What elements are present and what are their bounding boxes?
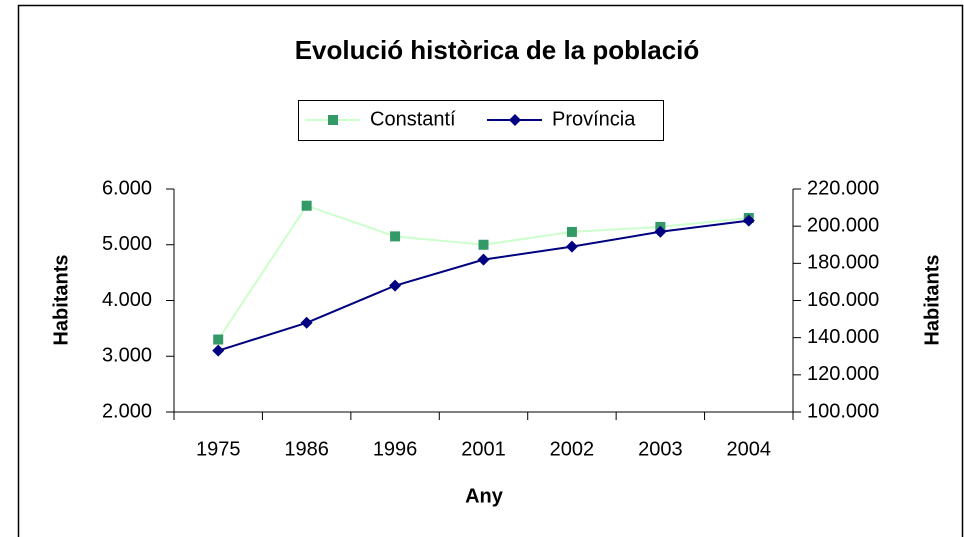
x-tick-label: 2003	[638, 438, 683, 460]
y-tick-label: 4.000	[102, 289, 152, 311]
data-point	[389, 279, 402, 292]
data-point	[565, 240, 578, 253]
data-point	[478, 239, 489, 250]
y-tick-label: 6.000	[102, 177, 152, 199]
y2-axis-label: Habitants	[921, 254, 943, 345]
x-tick-label: 1975	[196, 438, 241, 460]
y2-tick-label: 120.000	[807, 363, 879, 385]
legend-label: Constantí	[370, 108, 456, 130]
x-tick-label: 2002	[550, 438, 595, 460]
x-tick-label: 2004	[727, 438, 772, 460]
y2-tick-label: 140.000	[807, 326, 879, 348]
legend-label: Província	[552, 108, 636, 130]
y-tick-label: 3.000	[102, 345, 152, 367]
y2-tick-label: 200.000	[807, 214, 879, 236]
y2-tick-label: 220.000	[807, 177, 879, 199]
y2-tick-label: 180.000	[807, 252, 879, 274]
data-point	[213, 334, 224, 345]
x-tick-label: 1986	[284, 438, 329, 460]
legend-marker	[328, 115, 338, 125]
chart-frame	[17, 4, 964, 537]
y-tick-label: 2.000	[102, 400, 152, 422]
x-axis-label: Any	[465, 485, 504, 507]
x-tick-label: 2001	[461, 438, 506, 460]
data-point	[477, 253, 490, 266]
y-tick-label: 5.000	[102, 233, 152, 255]
data-point	[654, 225, 667, 238]
data-point	[300, 316, 313, 329]
y2-tick-label: 160.000	[807, 289, 879, 311]
legend-marker	[509, 114, 521, 126]
chart-title: Evolució històrica de la població	[295, 35, 700, 65]
y-axis-label: Habitants	[50, 254, 72, 345]
y2-tick-label: 100.000	[807, 400, 879, 422]
x-tick-label: 1996	[373, 438, 418, 460]
data-point	[566, 226, 577, 237]
data-point	[212, 344, 225, 357]
data-point	[742, 214, 755, 227]
data-point	[301, 200, 312, 211]
data-point	[390, 231, 401, 242]
